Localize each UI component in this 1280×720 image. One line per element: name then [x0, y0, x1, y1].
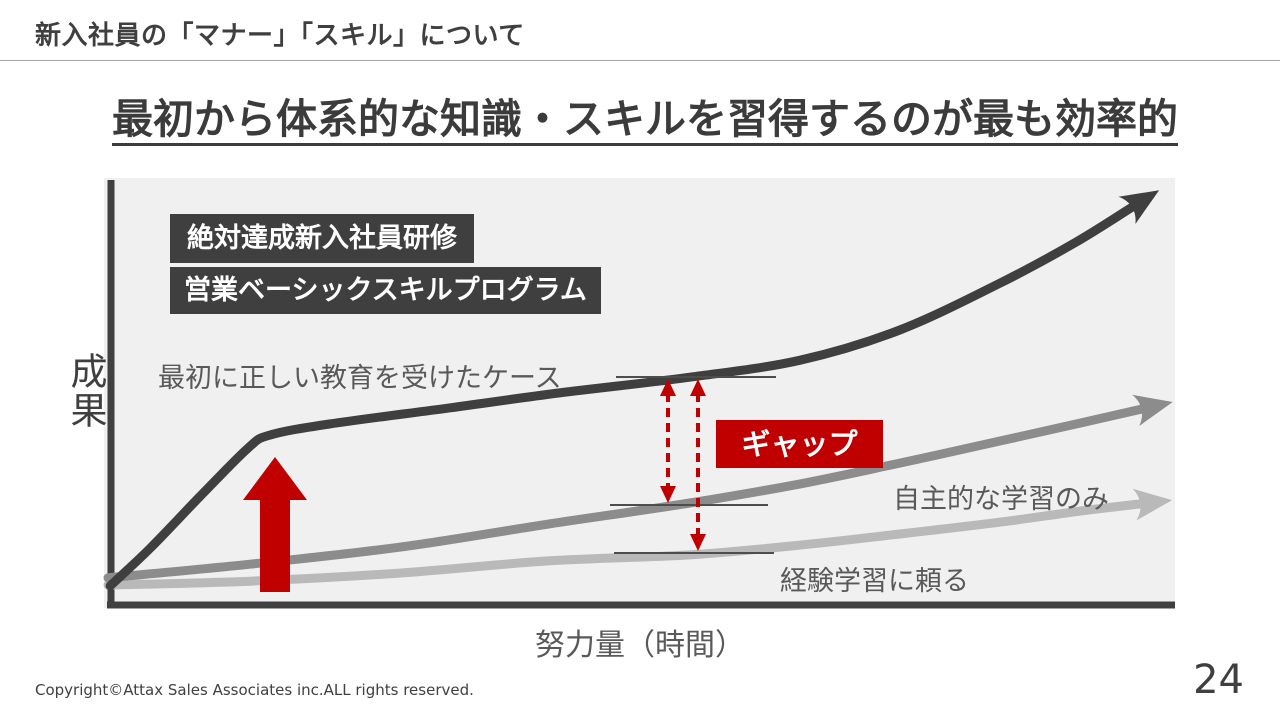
- page-title: 最初から体系的な知識・スキルを習得するのが最も効率的: [112, 97, 1178, 147]
- slide-header-title: 新入社員の「マナー」「スキル」について: [35, 21, 525, 51]
- gap-arrowhead-right-bottom-icon: [690, 534, 706, 551]
- curve-trained-from-start: [105, 190, 1160, 591]
- gap-arrowhead-right-top-icon: [690, 379, 706, 396]
- x-axis-label: 努力量（時間）: [535, 628, 745, 663]
- curve-label-experience: 経験学習に頼る: [780, 566, 969, 597]
- training-badge-2: 営業ベーシックスキルプログラム: [170, 267, 601, 314]
- gap-arrowhead-left-top-icon: [660, 379, 676, 396]
- curve-label-trained: 最初に正しい教育を受けたケース: [158, 363, 562, 394]
- page-title-wrap: 最初から体系的な知識・スキルを習得するのが最も効率的: [112, 97, 1178, 147]
- gap-label-badge: ギャップ: [716, 420, 883, 468]
- page-number: 24: [1193, 657, 1244, 703]
- curve-self-study: [103, 394, 1173, 583]
- curve-experience-only: [103, 488, 1173, 590]
- curve-label-self-study: 自主的な学習のみ: [893, 484, 1109, 515]
- y-axis-label: 成果: [64, 352, 107, 430]
- training-badge-1: 絶対達成新入社員研修: [170, 214, 474, 263]
- header-divider: [0, 60, 1280, 61]
- gap-arrowhead-left-bottom-icon: [660, 486, 676, 503]
- boost-up-arrow-icon: [243, 457, 307, 592]
- footer-copyright: Copyright©Attax Sales Associates inc.ALL…: [35, 681, 474, 699]
